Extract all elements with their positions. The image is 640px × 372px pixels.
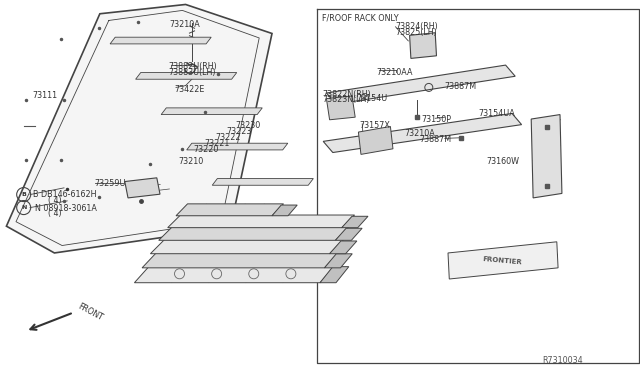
Text: 73210: 73210 xyxy=(178,157,203,166)
Polygon shape xyxy=(410,33,436,58)
Text: 73223: 73223 xyxy=(227,127,252,136)
Text: ( 4): ( 4) xyxy=(48,196,61,205)
Polygon shape xyxy=(342,216,368,228)
Text: 73422E: 73422E xyxy=(175,85,205,94)
Polygon shape xyxy=(324,254,352,268)
Text: 73210A: 73210A xyxy=(170,20,200,29)
Polygon shape xyxy=(168,215,355,228)
Text: N 08918-3061A: N 08918-3061A xyxy=(35,204,97,213)
Text: FRONT: FRONT xyxy=(77,301,105,322)
Text: 73111: 73111 xyxy=(33,91,58,100)
Polygon shape xyxy=(110,37,211,44)
Polygon shape xyxy=(326,96,355,120)
Text: R7310034: R7310034 xyxy=(543,356,583,365)
Text: FRONTIER: FRONTIER xyxy=(483,256,522,265)
Polygon shape xyxy=(6,4,272,253)
Text: 73160W: 73160W xyxy=(486,157,520,166)
Polygon shape xyxy=(212,179,314,185)
Text: 73824(RH): 73824(RH) xyxy=(395,22,438,31)
Polygon shape xyxy=(335,228,362,240)
Polygon shape xyxy=(136,73,237,79)
Polygon shape xyxy=(187,143,288,150)
Text: 73259U: 73259U xyxy=(95,179,126,187)
Polygon shape xyxy=(358,126,393,154)
Polygon shape xyxy=(320,267,349,283)
Text: 73883U(LH): 73883U(LH) xyxy=(168,68,216,77)
Text: 73157X: 73157X xyxy=(360,121,390,130)
Polygon shape xyxy=(448,242,558,279)
Text: 73230: 73230 xyxy=(236,121,260,130)
Text: 73882U(RH): 73882U(RH) xyxy=(168,62,217,71)
Polygon shape xyxy=(531,115,562,198)
Text: 73220: 73220 xyxy=(193,145,219,154)
Text: 73154U: 73154U xyxy=(356,94,388,103)
Polygon shape xyxy=(150,240,344,254)
Text: 73210AA: 73210AA xyxy=(376,68,413,77)
Text: N: N xyxy=(21,205,26,210)
Text: ( 4): ( 4) xyxy=(48,209,61,218)
Polygon shape xyxy=(142,252,339,268)
Polygon shape xyxy=(134,265,336,283)
Text: 73221: 73221 xyxy=(205,139,230,148)
Text: 73154UA: 73154UA xyxy=(479,109,515,118)
Text: B DB146-6162H: B DB146-6162H xyxy=(33,190,97,199)
Polygon shape xyxy=(323,113,522,153)
Polygon shape xyxy=(326,65,515,104)
Polygon shape xyxy=(159,227,349,240)
Text: 73825(LH): 73825(LH) xyxy=(395,28,436,36)
Text: 73887M: 73887M xyxy=(420,135,452,144)
Text: 73823N(LH): 73823N(LH) xyxy=(322,95,369,104)
Polygon shape xyxy=(161,108,262,115)
Polygon shape xyxy=(330,241,357,254)
Text: F/ROOF RACK ONLY: F/ROOF RACK ONLY xyxy=(322,13,399,22)
Polygon shape xyxy=(125,178,160,198)
Text: 73222: 73222 xyxy=(216,133,241,142)
Text: 73822N(RH): 73822N(RH) xyxy=(322,90,371,99)
Polygon shape xyxy=(176,204,284,216)
Text: 73887M: 73887M xyxy=(445,82,477,91)
Text: 73210A: 73210A xyxy=(404,129,435,138)
Text: 73150P: 73150P xyxy=(421,115,451,124)
Text: B: B xyxy=(21,192,26,197)
Polygon shape xyxy=(272,205,297,216)
